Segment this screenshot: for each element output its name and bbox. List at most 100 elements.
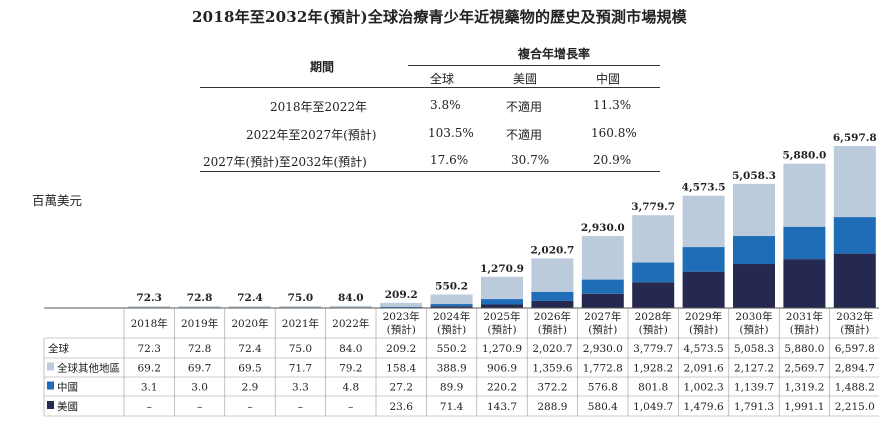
bar-segment bbox=[733, 183, 775, 237]
bar-segment bbox=[380, 302, 423, 307]
cagr-row-us: 不適用 bbox=[506, 100, 543, 114]
x-tick-label: (預計) bbox=[790, 323, 819, 336]
table-value-label: 71.7 bbox=[289, 363, 312, 375]
cagr-row-period: 2027年(預計)至2032年(預計) bbox=[203, 155, 367, 169]
table-value-label: 75.0 bbox=[289, 343, 312, 355]
row-header-label: 全球其他地區 bbox=[57, 362, 120, 375]
table-value-label: 288.9 bbox=[537, 401, 567, 413]
table-value-label: 5,880.0 bbox=[784, 343, 824, 355]
bar-total-label: 75.0 bbox=[288, 292, 314, 304]
bar-segment bbox=[531, 258, 574, 292]
table-value-label: – bbox=[197, 401, 202, 413]
bar-segment bbox=[682, 271, 725, 308]
cagr-row-global: 3.8% bbox=[430, 98, 461, 112]
x-tick-label: (預計) bbox=[739, 323, 768, 336]
x-tick-label: 2021年 bbox=[282, 317, 319, 330]
table-value-label: 2.9 bbox=[242, 382, 259, 394]
x-tick-label: (預計) bbox=[487, 323, 516, 336]
bar-segment bbox=[128, 306, 171, 308]
legend-swatch bbox=[47, 381, 54, 390]
x-tick-label: (預計) bbox=[840, 323, 869, 336]
x-tick-label: 2030年 bbox=[735, 310, 772, 323]
table-value-label: 72.4 bbox=[238, 343, 262, 355]
legend-swatch bbox=[47, 362, 54, 371]
row-header-label: 中國 bbox=[57, 381, 78, 394]
col-us: 美國 bbox=[513, 72, 538, 86]
bar-segment bbox=[733, 264, 775, 308]
table-value-label: 1,319.2 bbox=[784, 382, 824, 394]
table-value-label: 79.2 bbox=[339, 363, 362, 375]
bar-segment bbox=[178, 306, 221, 308]
table-value-label: 2,020.7 bbox=[532, 343, 572, 355]
col-global: 全球 bbox=[430, 72, 455, 86]
bar-total-label: 3,779.7 bbox=[631, 201, 675, 213]
bar-total-label: 550.2 bbox=[435, 280, 468, 292]
bar-segment bbox=[430, 294, 473, 305]
table-value-label: – bbox=[147, 401, 152, 413]
x-tick-label: 2026年 bbox=[534, 310, 571, 323]
cagr-row-china: 20.9% bbox=[593, 153, 632, 167]
cagr-row-period: 2018年至2022年 bbox=[270, 100, 368, 114]
bar-total-label: 5,880.0 bbox=[782, 150, 826, 162]
x-tick-label: 2025年 bbox=[483, 310, 520, 323]
table-value-label: 580.4 bbox=[588, 401, 618, 413]
table-value-label: 1,772.8 bbox=[583, 363, 623, 375]
table-value-label: 89.9 bbox=[440, 382, 463, 394]
table-value-label: 372.2 bbox=[537, 382, 567, 394]
table-value-label: 1,049.7 bbox=[633, 401, 673, 413]
bar-total-label: 2,930.0 bbox=[581, 222, 625, 234]
table-value-label: 6,597.8 bbox=[835, 343, 875, 355]
table-value-label: – bbox=[348, 401, 353, 413]
table-value-label: 72.8 bbox=[188, 343, 211, 355]
bar-segment bbox=[430, 306, 473, 308]
table-value-label: 71.4 bbox=[440, 401, 464, 413]
cagr-row-us: 不適用 bbox=[506, 128, 543, 142]
cagr-header-rule bbox=[408, 65, 660, 66]
table-value-label: 3.3 bbox=[292, 382, 309, 394]
cagr-row-china: 11.3% bbox=[593, 98, 632, 112]
bar-segment bbox=[430, 304, 473, 307]
x-tick-label: 2020年 bbox=[231, 317, 268, 330]
table-value-label: 69.2 bbox=[138, 363, 161, 375]
x-tick-label: 2027年 bbox=[584, 310, 621, 323]
table-value-label: 906.9 bbox=[487, 363, 517, 375]
x-tick-label: 2031年 bbox=[786, 310, 823, 323]
table-value-label: 576.8 bbox=[588, 382, 618, 394]
bar-segment bbox=[783, 163, 826, 227]
bar-total-label: 4,573.5 bbox=[682, 182, 726, 194]
table-value-label: 550.2 bbox=[437, 343, 467, 355]
table-value-label: – bbox=[298, 401, 303, 413]
table-value-label: 2,894.7 bbox=[835, 363, 875, 375]
table-value-label: 69.7 bbox=[188, 363, 211, 375]
table-value-label: 72.3 bbox=[138, 343, 161, 355]
bar-total-label: 72.4 bbox=[237, 292, 263, 304]
bar-segment bbox=[481, 299, 523, 305]
table-value-label: 2,930.0 bbox=[583, 343, 623, 355]
cagr-row-period: 2022年至2027年(預計) bbox=[246, 128, 377, 142]
table-value-label: 1,359.6 bbox=[532, 363, 572, 375]
table-value-label: 2,215.0 bbox=[835, 401, 875, 413]
table-value-label: 388.9 bbox=[437, 363, 467, 375]
bar-segment bbox=[833, 217, 876, 254]
table-value-label: 27.2 bbox=[390, 382, 413, 394]
bar-segment bbox=[380, 306, 423, 308]
bar-total-label: 72.3 bbox=[136, 292, 162, 304]
table-value-label: – bbox=[247, 401, 252, 413]
bar-segment bbox=[329, 305, 372, 308]
table-value-label: 5,058.3 bbox=[734, 343, 774, 355]
bar-segment bbox=[733, 236, 775, 265]
bar-segment bbox=[783, 259, 826, 308]
x-tick-label: 2029年 bbox=[685, 310, 722, 323]
table-value-label: 220.2 bbox=[487, 382, 517, 394]
table-value-label: 69.5 bbox=[238, 363, 261, 375]
bar-segment bbox=[581, 279, 624, 294]
table-value-label: 84.0 bbox=[339, 343, 362, 355]
table-value-label: 209.2 bbox=[386, 343, 416, 355]
row-header-label: 全球 bbox=[48, 342, 69, 355]
bar-total-label: 6,597.8 bbox=[833, 132, 877, 144]
unit-label: 百萬美元 bbox=[32, 193, 83, 208]
period-header: 期間 bbox=[310, 60, 335, 74]
table-value-label: 2,091.6 bbox=[684, 363, 724, 375]
table-value-label: 3.1 bbox=[141, 382, 158, 394]
cagr-bottom-rule bbox=[200, 171, 660, 172]
